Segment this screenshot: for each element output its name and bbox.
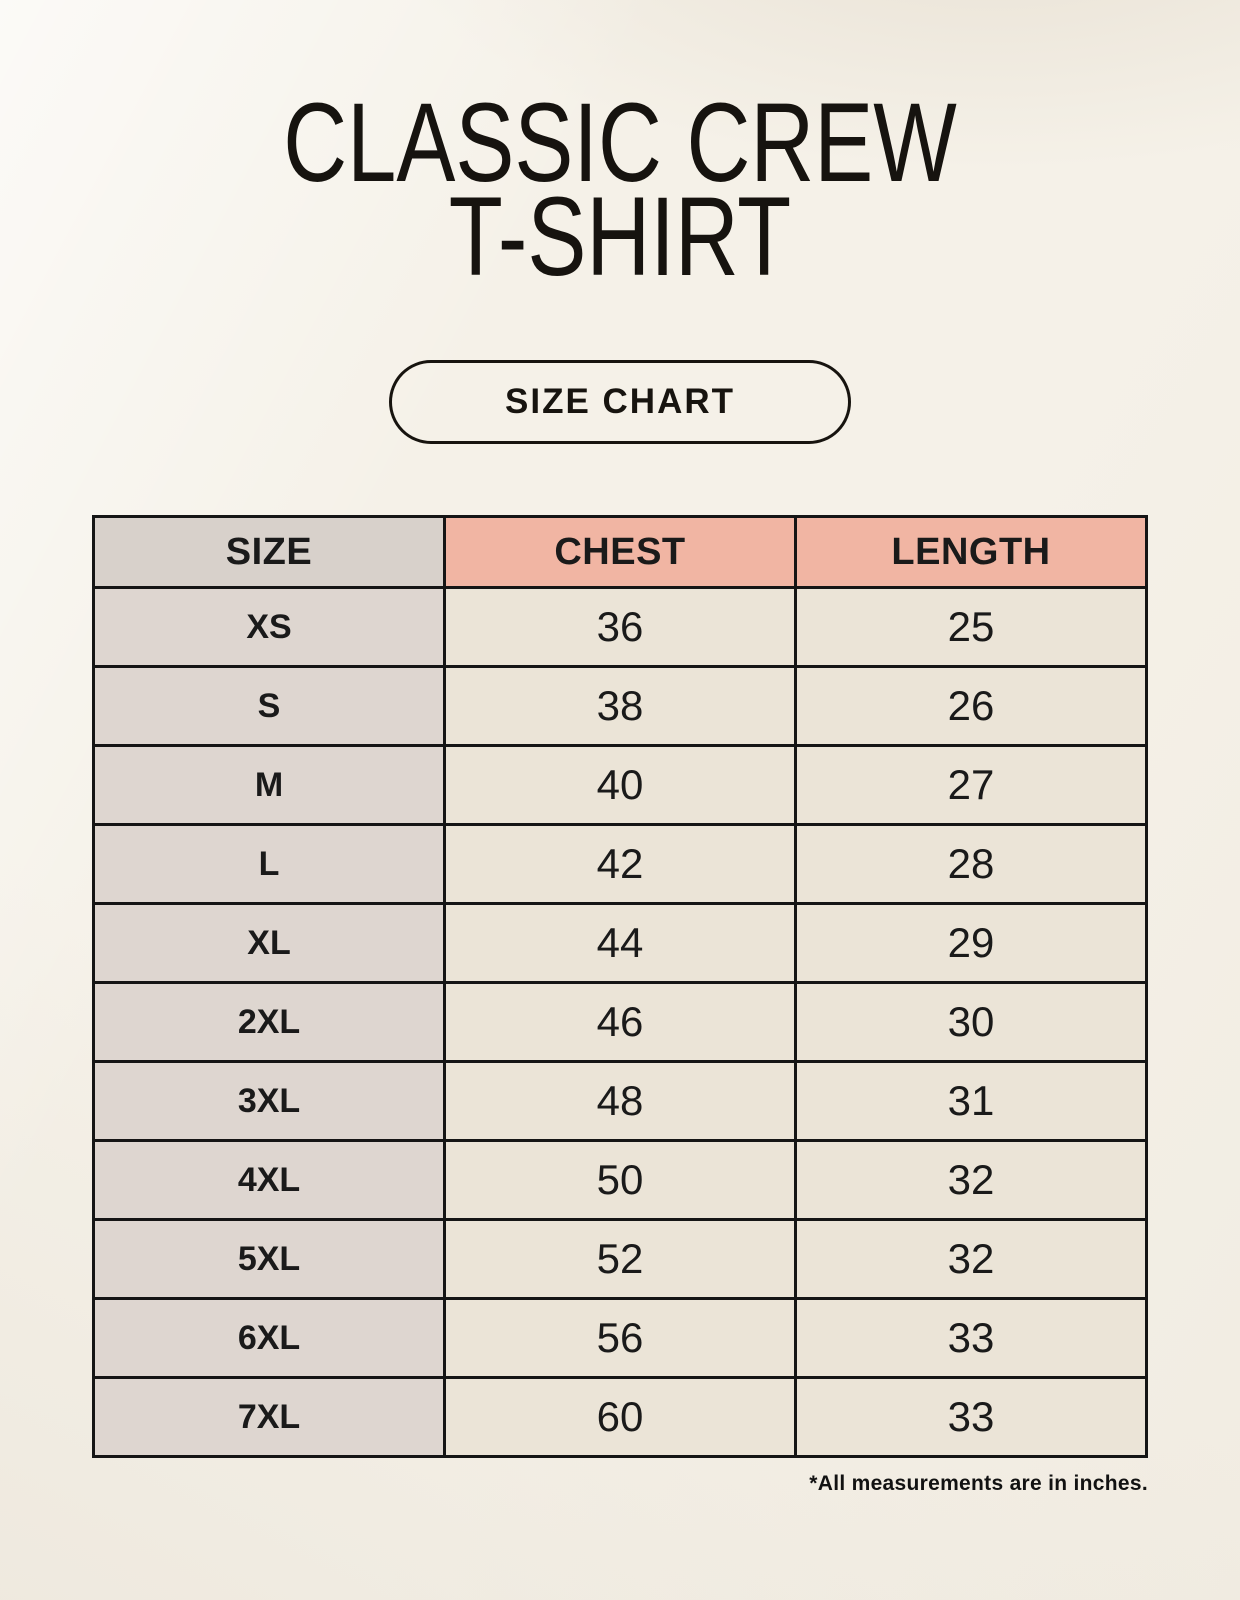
table-row: 7XL 60 33 [92,1376,1148,1459]
size-cell: M [92,744,446,827]
chest-cell: 46 [443,981,797,1064]
length-cell: 26 [794,665,1148,748]
table-row: L 42 28 [92,823,1148,906]
length-cell: 27 [794,744,1148,827]
chest-cell: 42 [443,823,797,906]
size-cell: 6XL [92,1297,446,1380]
table-row: M 40 27 [92,744,1148,827]
table-row: 5XL 52 32 [92,1218,1148,1301]
size-cell: S [92,665,446,748]
size-cell: 2XL [92,981,446,1064]
length-cell: 30 [794,981,1148,1064]
length-cell: 32 [794,1139,1148,1222]
size-cell: 4XL [92,1139,446,1222]
size-cell: XS [92,586,446,669]
table-row: XS 36 25 [92,586,1148,669]
size-cell: XL [92,902,446,985]
length-cell: 29 [794,902,1148,985]
size-cell: 7XL [92,1376,446,1459]
size-chart-badge: SIZE CHART [389,360,851,445]
measurement-footnote: *All measurements are in inches. [809,1472,1148,1496]
length-cell: 31 [794,1060,1148,1143]
length-cell: 32 [794,1218,1148,1301]
column-header-chest: CHEST [443,515,797,590]
table-row: S 38 26 [92,665,1148,748]
size-cell: 5XL [92,1218,446,1301]
table-row: XL 44 29 [92,902,1148,985]
page-title-line-2: T-SHIRT [448,174,792,300]
page-title-line-1: CLASSIC CREW [283,80,957,205]
chest-cell: 40 [443,744,797,827]
column-header-size: SIZE [92,515,446,590]
chest-cell: 44 [443,902,797,985]
length-cell: 33 [794,1297,1148,1380]
size-table-body: XS 36 25 S 38 26 M 40 27 L 42 28 XL 44 29 2XL 46 30 3XL 48 3… [92,586,1148,1459]
page-title: CLASSIC CREW T-SHIRT [0,0,1240,300]
table-row: 3XL 48 31 [92,1060,1148,1143]
size-table: SIZE CHEST LENGTH XS 36 25 S 38 26 M 40 27 L 42 28 X… [92,515,1148,1459]
chest-cell: 36 [443,586,797,669]
chest-cell: 52 [443,1218,797,1301]
chest-cell: 56 [443,1297,797,1380]
size-cell: 3XL [92,1060,446,1143]
table-row: 4XL 50 32 [92,1139,1148,1222]
size-table-head: SIZE CHEST LENGTH [92,515,1148,590]
table-row: 2XL 46 30 [92,981,1148,1064]
column-header-length: LENGTH [794,515,1148,590]
chest-cell: 38 [443,665,797,748]
length-cell: 25 [794,586,1148,669]
table-row: 6XL 56 33 [92,1297,1148,1380]
chest-cell: 60 [443,1376,797,1459]
size-cell: L [92,823,446,906]
chest-cell: 50 [443,1139,797,1222]
chest-cell: 48 [443,1060,797,1143]
length-cell: 33 [794,1376,1148,1459]
size-chart-badge-label: SIZE CHART [505,382,735,422]
table-header-row: SIZE CHEST LENGTH [92,515,1148,590]
length-cell: 28 [794,823,1148,906]
